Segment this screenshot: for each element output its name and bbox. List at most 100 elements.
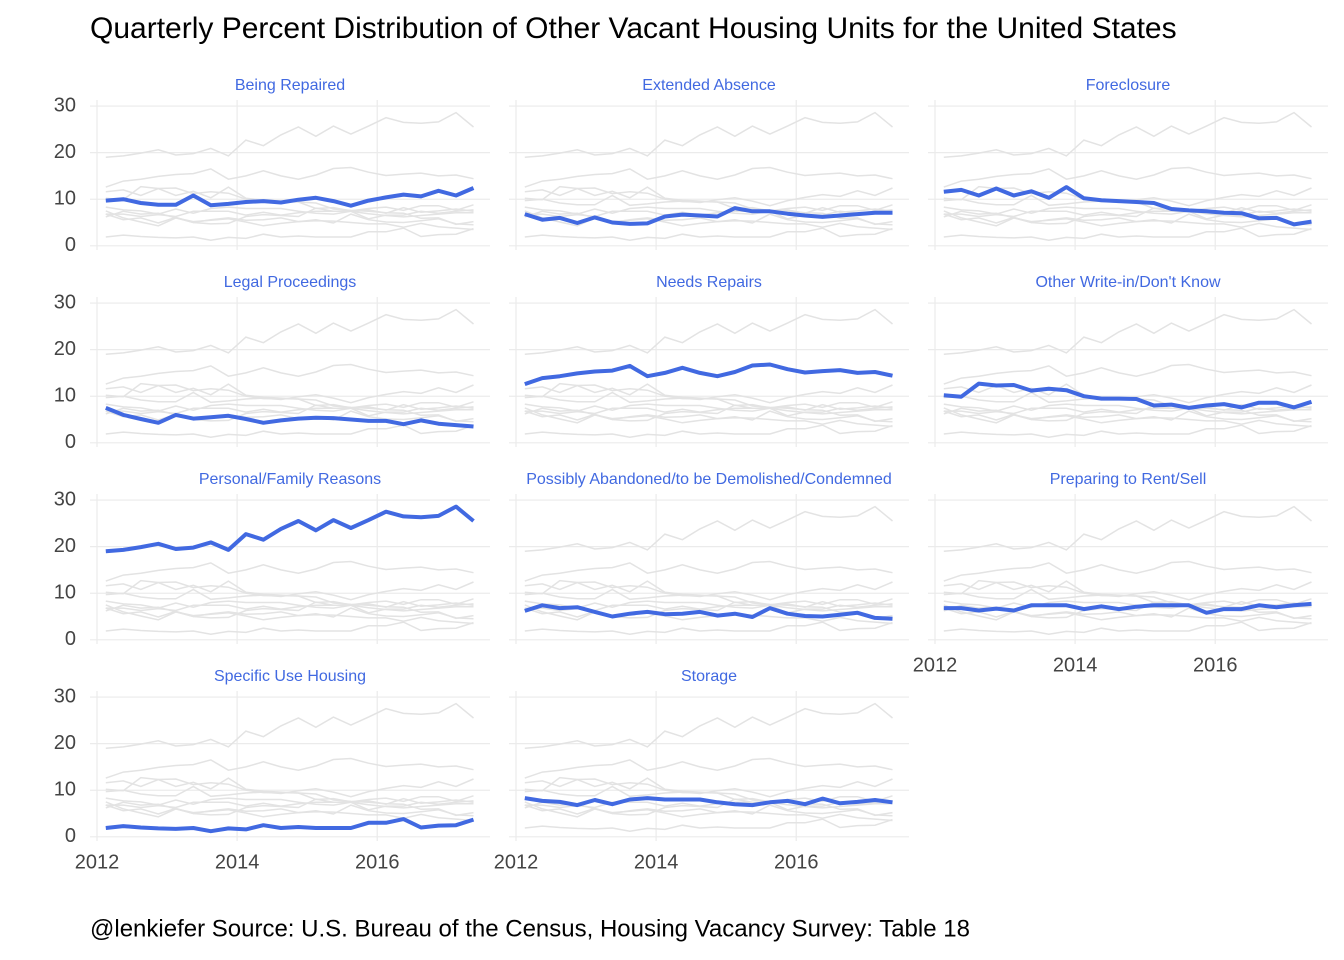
series-line: [943, 381, 1313, 410]
context-line: [105, 581, 474, 601]
context-line: [105, 776, 474, 803]
context-line: [524, 403, 893, 412]
context-line: [524, 702, 893, 750]
context-line: [524, 757, 893, 779]
y-tick-label: 20: [54, 535, 76, 557]
context-line: [943, 621, 1312, 635]
context-line: [524, 227, 893, 241]
chart-title: Quarterly Percent Distribution of Other …: [90, 12, 1177, 45]
context-line: [524, 185, 893, 212]
panel-title: Needs Repairs: [656, 274, 762, 291]
context-line: [105, 604, 474, 625]
y-tick-label: 0: [65, 431, 76, 453]
panel-title: Preparing to Rent/Sell: [1050, 471, 1207, 488]
series-line: [105, 504, 475, 554]
context-line: [943, 166, 1312, 188]
panel-title: Extended Absence: [642, 77, 776, 94]
context-line: [105, 579, 474, 606]
context-line: [105, 111, 474, 159]
context-line: [943, 227, 1312, 241]
context-line: [524, 166, 893, 188]
context-line: [105, 384, 474, 404]
context-line: [943, 111, 1312, 159]
panel-title: Storage: [681, 668, 737, 685]
context-line: [524, 424, 893, 438]
series-line: [943, 185, 1312, 227]
y-tick-label: 0: [65, 628, 76, 650]
context-line: [524, 579, 893, 606]
y-tick-label: 30: [54, 685, 76, 707]
context-line: [524, 111, 893, 159]
context-line: [105, 800, 474, 811]
x-tick-label: 2014: [215, 851, 260, 873]
x-tick-label: 2016: [774, 851, 819, 873]
context-line: [943, 581, 1312, 601]
x-tick-label: 2016: [355, 851, 400, 873]
context-line: [105, 210, 474, 231]
y-tick-label: 20: [54, 338, 76, 360]
context-line: [524, 384, 893, 404]
context-line: [105, 227, 474, 241]
context-line: [105, 603, 474, 614]
context-line: [943, 560, 1312, 582]
context-line: [105, 382, 474, 409]
context-line: [943, 407, 1312, 428]
context-line: [105, 757, 474, 779]
context-line: [524, 800, 893, 811]
panel-title: Other Write-in/Don't Know: [1035, 274, 1220, 291]
context-line: [943, 308, 1312, 356]
context-line: [524, 206, 893, 215]
context-line: [105, 403, 474, 412]
context-line: [943, 505, 1312, 553]
caption: @lenkiefer Source: U.S. Bureau of the Ce…: [90, 915, 970, 942]
context-line: [524, 818, 893, 832]
context-line: [943, 600, 1312, 609]
context-line: [524, 187, 893, 207]
context-line: [105, 406, 474, 417]
context-line: [524, 600, 893, 609]
x-tick-label: 2012: [75, 851, 120, 873]
y-tick-label: 10: [54, 385, 76, 407]
y-tick-label: 0: [65, 825, 76, 847]
y-tick-label: 10: [54, 188, 76, 210]
x-tick-label: 2012: [494, 851, 539, 873]
x-tick-label: 2014: [1053, 654, 1098, 676]
context-line: [105, 797, 474, 806]
x-tick-label: 2016: [1193, 654, 1238, 676]
series-line: [524, 362, 893, 386]
panel-title: Legal Proceedings: [224, 274, 357, 291]
y-tick-label: 10: [54, 582, 76, 604]
series-line: [524, 603, 893, 621]
context-line: [524, 382, 893, 409]
y-tick-label: 30: [54, 488, 76, 510]
context-line: [524, 308, 893, 356]
context-line: [105, 166, 474, 188]
x-tick-label: 2012: [913, 654, 958, 676]
context-line: [105, 206, 474, 215]
context-line: [943, 579, 1312, 606]
context-line: [524, 209, 893, 220]
context-line: [524, 778, 893, 798]
context-line: [105, 600, 474, 609]
series-line: [105, 817, 475, 834]
context-line: [943, 424, 1312, 438]
context-line: [524, 621, 893, 635]
context-line: [943, 604, 1312, 625]
y-tick-label: 30: [54, 291, 76, 313]
x-tick-label: 2014: [634, 851, 679, 873]
context-line: [524, 604, 893, 625]
context-line: [524, 560, 893, 582]
context-line: [943, 210, 1312, 231]
panel-title: Possibly Abandoned/to be Demolished/Cond…: [526, 471, 892, 488]
y-tick-label: 20: [54, 141, 76, 163]
context-line: [524, 801, 893, 822]
y-tick-label: 10: [54, 779, 76, 801]
context-line: [524, 505, 893, 553]
context-line: [105, 801, 474, 822]
series-line: [524, 796, 893, 808]
context-line: [105, 363, 474, 385]
series-line: [105, 406, 474, 429]
y-tick-label: 20: [54, 732, 76, 754]
context-line: [105, 621, 474, 635]
